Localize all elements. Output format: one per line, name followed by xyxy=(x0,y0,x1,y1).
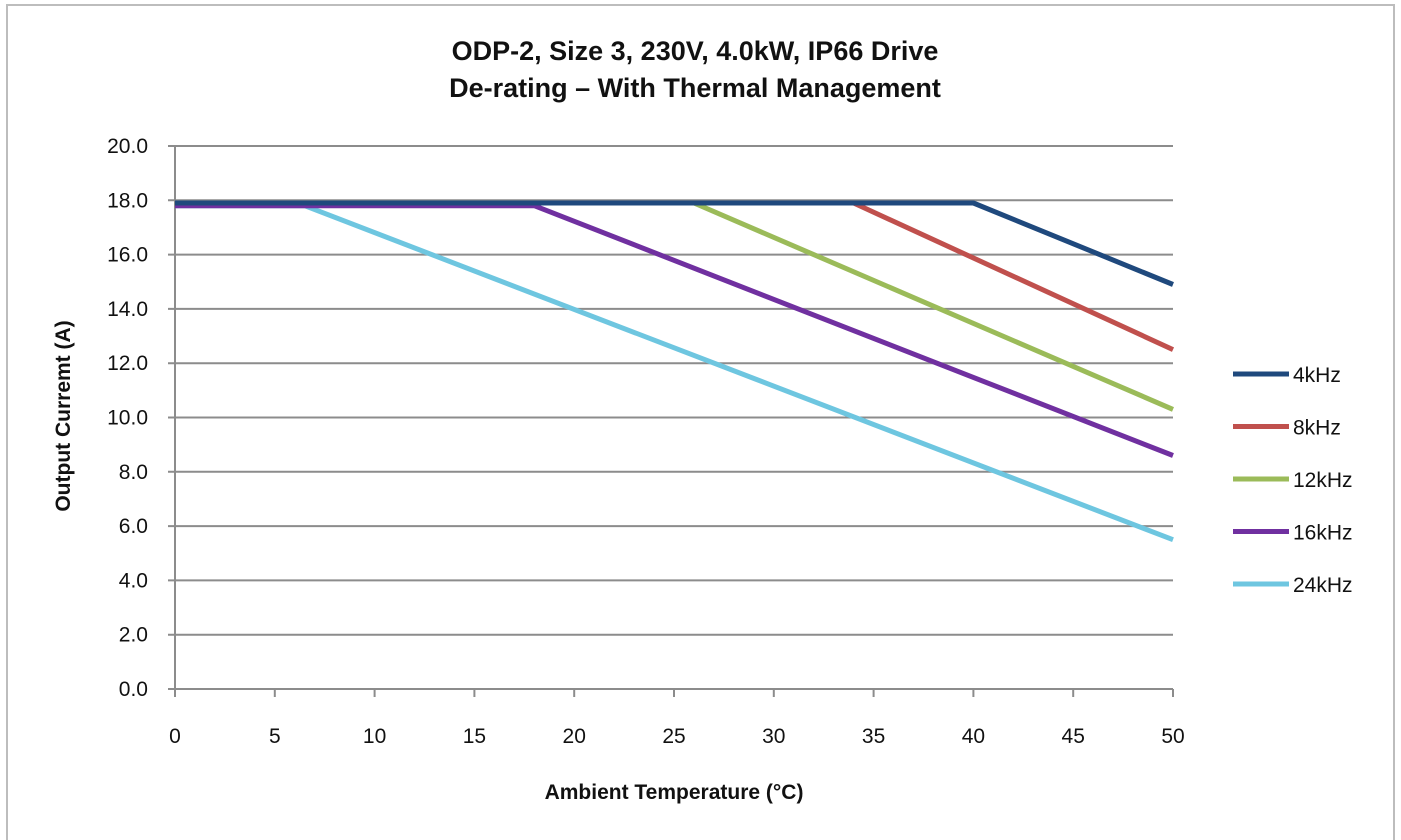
y-tick-label: 6.0 xyxy=(119,515,148,538)
series-line-12khz xyxy=(175,200,1174,412)
y-tick-label: 20.0 xyxy=(107,135,148,158)
legend-label: 24kHz xyxy=(1293,574,1353,597)
series-line-24khz xyxy=(175,203,1174,543)
chart-title: ODP-2, Size 3, 230V, 4.0kW, IP66 Drive xyxy=(452,36,939,66)
x-tick-label: 15 xyxy=(463,725,486,748)
x-tick-label: 40 xyxy=(962,725,985,748)
y-tick-label: 14.0 xyxy=(107,298,148,321)
legend-label: 8kHz xyxy=(1293,417,1341,440)
y-tick-label: 16.0 xyxy=(107,244,148,267)
x-tick-label: 35 xyxy=(862,725,885,748)
y-tick-label: 10.0 xyxy=(107,407,148,430)
x-axis-ticks: 0 5 10 15 20 25 30 35 40 45 50 xyxy=(169,689,1185,748)
legend-label: 16kHz xyxy=(1293,522,1353,545)
x-tick-label: 25 xyxy=(662,725,685,748)
legend-label: 4kHz xyxy=(1293,364,1341,387)
y-tick-label: 0.0 xyxy=(119,678,148,701)
y-axis-label: Output Curremt (A) xyxy=(52,320,75,511)
x-tick-label: 10 xyxy=(363,725,386,748)
x-axis-label: Ambient Temperature (°C) xyxy=(545,781,804,804)
gridlines xyxy=(168,145,1173,690)
x-tick-label: 5 xyxy=(269,725,281,748)
y-tick-label: 8.0 xyxy=(119,461,148,484)
x-tick-label: 30 xyxy=(762,725,785,748)
x-tick-label: 0 xyxy=(169,725,181,748)
x-tick-label: 45 xyxy=(1062,725,1085,748)
y-tick-label: 4.0 xyxy=(119,569,148,592)
x-tick-label: 50 xyxy=(1161,725,1184,748)
legend-label: 12kHz xyxy=(1293,469,1353,492)
y-tick-label: 18.0 xyxy=(107,189,148,212)
series-lines xyxy=(175,200,1175,543)
y-axis-ticks: 0.0 2.0 4.0 6.0 8.0 10.0 12.0 14.0 16.0 18.0 20.0 xyxy=(107,135,148,701)
series-line-16khz xyxy=(175,203,1174,458)
y-tick-label: 2.0 xyxy=(119,624,148,647)
series-line-4khz xyxy=(175,200,1174,287)
chart-subtitle: De-rating – With Thermal Management xyxy=(449,73,941,103)
legend: 4kHz 8kHz 12kHz 16kHz 24kHz xyxy=(1233,364,1353,597)
y-tick-label: 12.0 xyxy=(107,352,148,375)
x-tick-label: 20 xyxy=(563,725,586,748)
chart-frame xyxy=(6,4,1395,840)
